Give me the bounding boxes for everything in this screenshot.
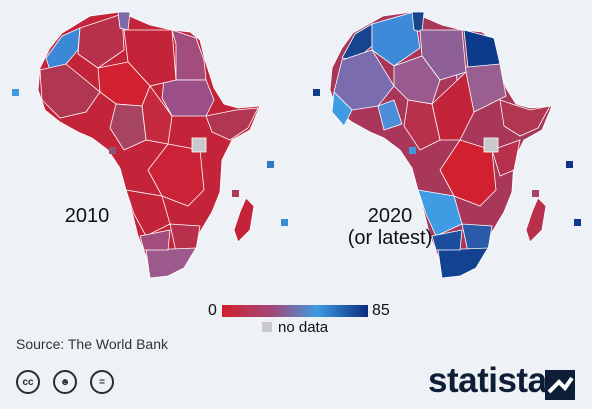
region-patch — [125, 189, 171, 237]
island-cape-verde — [12, 89, 19, 96]
island-seychelles — [267, 161, 274, 168]
region-patch — [171, 29, 207, 81]
region-patch — [139, 229, 171, 251]
region-patch — [123, 29, 177, 87]
madagascar — [233, 197, 255, 243]
attribution-icon[interactable]: ☻ — [53, 370, 77, 394]
region-patch — [403, 99, 441, 151]
region-patch — [331, 91, 353, 127]
region-patch — [431, 229, 463, 251]
island-mauritius — [574, 219, 581, 226]
small-islands-2020 — [313, 89, 581, 226]
small-islands-2010 — [12, 89, 288, 226]
no-data-patch — [191, 137, 207, 153]
region-patch — [463, 29, 501, 69]
island-seychelles — [566, 161, 573, 168]
source-note: Source: The World Bank — [16, 336, 169, 352]
region-patch — [437, 247, 489, 279]
island-comoros — [532, 190, 539, 197]
legend-gradient-bar — [222, 305, 368, 317]
no-data-swatch — [262, 322, 272, 332]
region-patch — [77, 13, 125, 69]
region-patch — [161, 79, 215, 117]
region-patch — [417, 189, 463, 237]
region-patch — [411, 11, 425, 33]
statista-logo-text[interactable]: statista — [428, 361, 547, 400]
legend-min-label: 0 — [208, 302, 217, 319]
region-patch — [371, 11, 421, 67]
madagascar — [525, 197, 547, 243]
island-mauritius — [281, 219, 288, 226]
region-patch — [461, 223, 493, 253]
no-data-label: no data — [278, 319, 329, 336]
island-cape-verde — [313, 89, 320, 96]
region-patch — [419, 29, 467, 81]
statista-logo-icon — [545, 370, 575, 400]
region-patch — [205, 107, 259, 141]
map-label-2010: 2010 — [64, 205, 110, 227]
region-patch — [109, 103, 147, 151]
africa-map-2010 — [37, 11, 261, 279]
region-patch — [39, 63, 101, 119]
island-comoros — [232, 190, 239, 197]
no-data-patch — [483, 137, 499, 153]
region-patch — [141, 85, 173, 145]
region-patch — [169, 223, 201, 253]
africa-map-2020 — [329, 11, 553, 279]
island-sao-tome — [109, 147, 116, 154]
map-label-2020: 2020 (or latest) — [347, 205, 433, 249]
island-sao-tome — [409, 147, 416, 154]
region-patch — [145, 247, 197, 279]
region-patch — [117, 11, 131, 31]
cc-icon[interactable]: cc — [16, 370, 40, 394]
region-patch — [491, 139, 521, 177]
region-patch — [377, 99, 403, 131]
no-derivatives-icon[interactable]: = — [90, 370, 114, 394]
region-patch — [499, 99, 551, 137]
legend-max-label: 85 — [372, 302, 390, 319]
